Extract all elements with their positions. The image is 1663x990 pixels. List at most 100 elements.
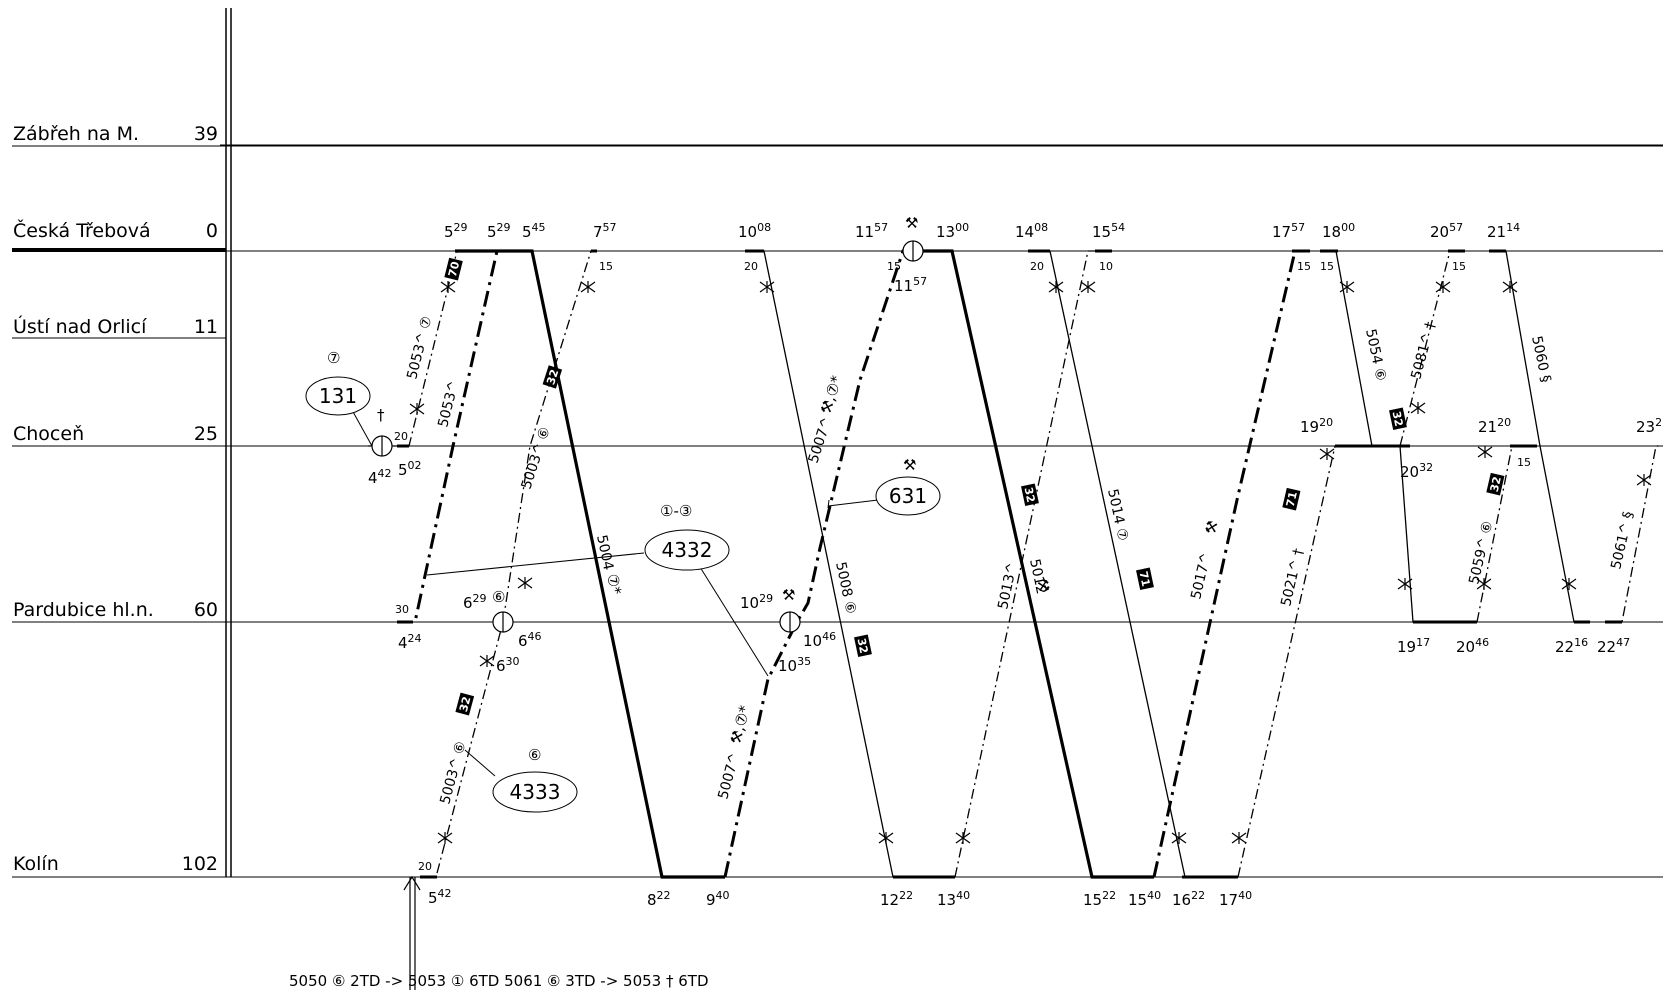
pass-mark: [1171, 832, 1187, 844]
badge: 71: [1136, 567, 1154, 590]
dwell-mark: 20: [744, 260, 758, 273]
callout-texts: 131 631 4332 4333: [319, 384, 927, 804]
train-number-label: 5060 §: [1528, 335, 1553, 384]
train-number-label: 5004: [593, 534, 616, 572]
time-label: 2114: [1487, 221, 1520, 241]
time-label: 822: [647, 889, 671, 909]
time-label: 646: [518, 630, 542, 650]
time-label: 1554: [1092, 221, 1125, 241]
train-number-label: 5003^ ⑥: [519, 425, 554, 491]
pass-mark: [409, 403, 425, 415]
train-number-label: 5059^ ⑥: [1466, 520, 1496, 586]
time-label: 1800: [1322, 221, 1355, 241]
footer-note: 5050 ⑥ 2TD -> 5053 ① 6TD 5061 ⑥ 3TD -> 5…: [289, 972, 709, 990]
train-number-label: 5053^ ⑦: [404, 315, 435, 381]
time-label: 1740: [1219, 889, 1252, 909]
badge: 32: [542, 365, 563, 389]
station-name: Pardubice hl.n.: [13, 599, 154, 621]
time-label: 1622: [1172, 889, 1205, 909]
time-label: 2247: [1597, 636, 1630, 656]
pass-mark: [1231, 832, 1247, 844]
callout-leader: [464, 749, 496, 777]
pass-mark: [759, 281, 775, 293]
dwell-mark: 15: [1320, 260, 1334, 273]
sun-star-icon: ⑦*: [603, 572, 625, 597]
train-path-5054: [1322, 250, 1477, 623]
dwell-mark: 15: [599, 260, 613, 273]
time-label: 757: [593, 221, 617, 241]
train-path-5053-heavy: [397, 250, 499, 624]
time-label: 2032: [1400, 461, 1433, 481]
dwell-mark: 15: [1452, 260, 1466, 273]
passing-marks: [409, 281, 1652, 844]
pass-mark: [1476, 578, 1492, 590]
callout-ellipse-4333: [492, 771, 578, 813]
callout-ellipse-631: [875, 476, 941, 516]
time-label: 1157: [894, 275, 927, 295]
time-label: 1408: [1015, 221, 1048, 241]
hammer-star-icon: ⚒,⑦*: [726, 703, 754, 746]
station-km: 25: [194, 423, 218, 445]
callout-ellipse-4332: [644, 529, 730, 571]
pass-mark: [1397, 578, 1413, 590]
station-name: Kolín: [13, 853, 59, 875]
callouts: [305, 376, 941, 813]
train-number-label: 5008 ⑥: [832, 561, 859, 616]
badge: 71: [1282, 487, 1301, 511]
badge: 32: [1389, 407, 1407, 430]
time-label: 1029: [740, 592, 773, 612]
dwell-mark: 20: [418, 860, 432, 873]
time-label: 1522: [1083, 889, 1116, 909]
train-number-label: 5054 ⑥: [1362, 328, 1389, 383]
dwell-mark: 10: [1099, 260, 1113, 273]
svg-text:71: 71: [1284, 490, 1300, 508]
svg-text:70: 70: [446, 260, 462, 278]
svg-text:32: 32: [855, 637, 871, 655]
dwell-mark: 15: [1297, 260, 1311, 273]
svg-text:71: 71: [1137, 570, 1153, 588]
badges: 70 32 32 71 71 32 32 32: [444, 257, 1505, 716]
dwell-mark: 30: [395, 603, 409, 616]
badge: 32: [455, 692, 475, 716]
hammer-icon: ⚒: [903, 456, 916, 474]
time-label: 2216: [1555, 636, 1588, 656]
hammer-icon: ⚒: [1201, 519, 1222, 536]
train-number-label: 5012: [1026, 558, 1049, 596]
station-km: 60: [194, 599, 218, 621]
time-label: 1222: [880, 889, 913, 909]
pass-mark: [580, 281, 596, 293]
svg-text:32: 32: [1488, 475, 1504, 493]
time-label: 545: [522, 221, 546, 241]
pass-mark: [878, 832, 894, 844]
time-label: 2120: [1478, 416, 1511, 436]
pass-mark: [1561, 578, 1577, 590]
cross-icon: †: [377, 406, 385, 424]
svg-text:32: 32: [1370, 480, 1386, 498]
pass-mark: [1636, 474, 1652, 486]
train-paths: [368, 249, 1663, 879]
six-icon: ⑥: [528, 746, 541, 764]
time-label: 1046: [803, 630, 836, 650]
train-number-label: 5013^: [995, 561, 1020, 611]
callout-number: 4332: [662, 538, 713, 562]
time-label: 529: [444, 221, 468, 241]
grid: [12, 8, 1663, 878]
train-path-5017-heavy: [1152, 249, 1310, 878]
pass-mark: [1339, 281, 1355, 293]
callout-leader: [827, 499, 879, 507]
time-labels: 529 529 545 757 1008 1157 1300 1408 1554…: [368, 221, 1662, 909]
dwell-mark: 20: [394, 430, 408, 443]
train-path-5008: [745, 250, 955, 878]
dwell-marks: 15 20 15 10 15 15 15 20 20 15 30 20 20: [394, 260, 1531, 873]
svg-text:32: 32: [544, 368, 561, 387]
time-label: 1917: [1397, 636, 1430, 656]
badge: 32: [854, 634, 872, 657]
symbols: ⚒ ⚒ ⚒ ①-③ ⑥ ⑦ † ⑥ ⑦* ⚒,⑦* ⚒,⑦* ⚒ ⚒: [327, 214, 1222, 764]
one-three-icon: ①-③: [660, 502, 692, 520]
badge: 32: [1021, 483, 1039, 506]
pass-mark: [1410, 402, 1426, 414]
seven-icon: ⑦: [327, 349, 340, 367]
time-label: 424: [398, 632, 422, 652]
time-label: 2057: [1430, 221, 1463, 241]
train-path-5007-heavy: [723, 249, 915, 878]
